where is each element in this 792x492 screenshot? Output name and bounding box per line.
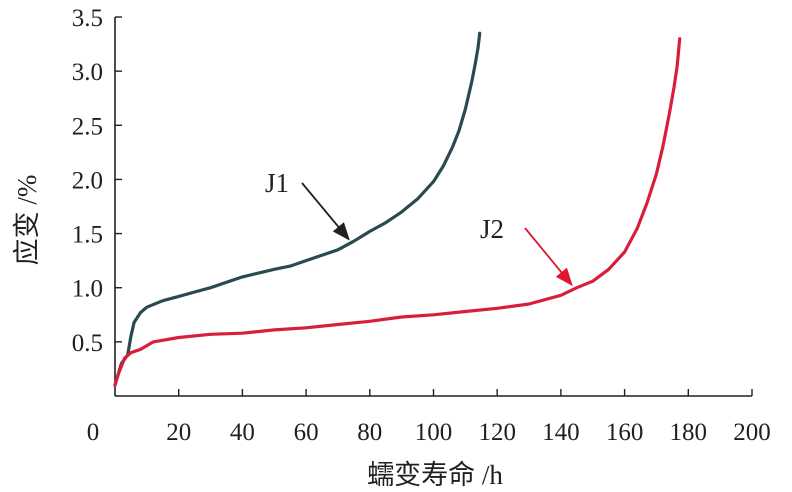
annotation-arrow-j1: [301, 182, 350, 241]
x-tick-label: 160: [606, 419, 644, 446]
y-tick-label: 2.5: [72, 113, 103, 140]
x-axis-label: 蠕变寿命 /h: [367, 460, 503, 490]
y-tick-label: 1.5: [72, 222, 103, 249]
x-tick-label: 40: [230, 419, 255, 446]
y-tick-label: 3.0: [72, 59, 103, 86]
series-group: [113, 31, 682, 387]
x-tick-label: 0: [87, 419, 100, 446]
x-tick-label: 20: [166, 419, 191, 446]
x-tick-label: 200: [733, 419, 771, 446]
y-axis-label: 应变 /%: [12, 175, 42, 266]
y-tick-label: 3.5: [72, 5, 103, 32]
annotation-label-j2: J2: [480, 214, 504, 244]
x-tick-label: 140: [542, 419, 580, 446]
x-tick-label: 80: [357, 419, 382, 446]
y-tick-label: 2.0: [72, 167, 103, 194]
series-line-j1: [113, 31, 482, 387]
y-tick-label: 0.5: [72, 330, 103, 357]
x-tick-label: 60: [294, 419, 319, 446]
series-line-j2: [113, 37, 682, 387]
x-tick-label: 100: [415, 419, 453, 446]
axes: 0 20 40 60 80 100 120 140 160 180 200 0.5 1.0 1.5 2.0 2…: [72, 5, 771, 446]
x-tick-label: 120: [478, 419, 516, 446]
annotation-arrow-j2: [524, 227, 573, 287]
annotations: J1 J2: [265, 168, 573, 287]
y-tick-label: 1.0: [72, 276, 103, 303]
annotation-label-j1: J1: [265, 168, 289, 198]
x-tick-label: 180: [670, 419, 708, 446]
